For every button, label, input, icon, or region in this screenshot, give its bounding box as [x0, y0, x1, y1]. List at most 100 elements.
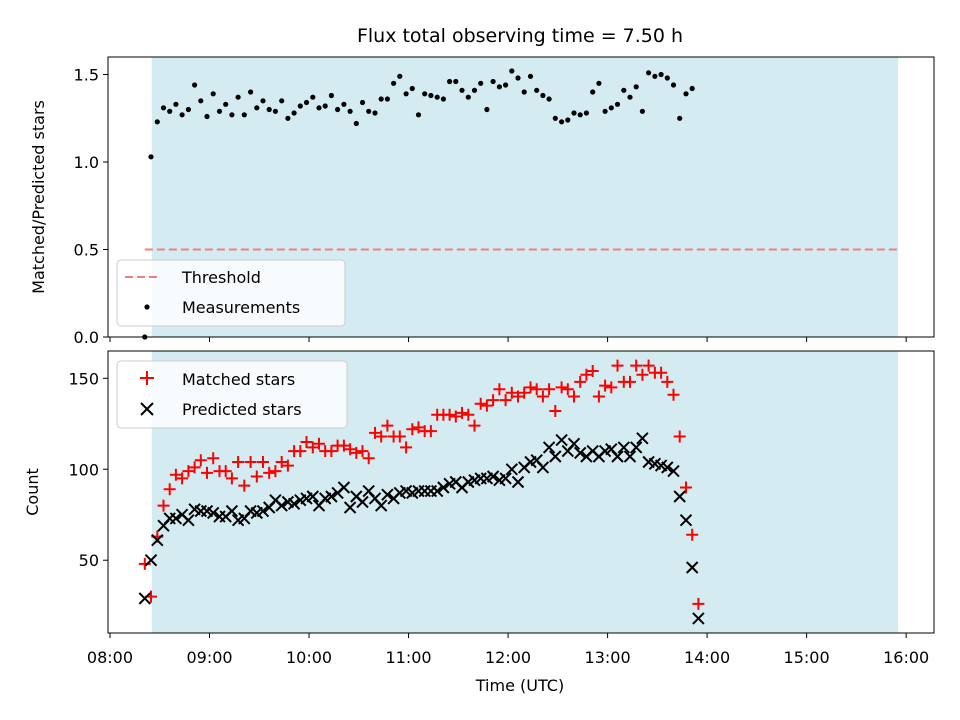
- matched-star-point: [667, 388, 680, 401]
- measurement-point: [540, 92, 546, 99]
- measurement-point: [552, 115, 558, 121]
- predicted-star-point: [138, 592, 152, 605]
- predicted-star-point: [623, 450, 637, 463]
- measurement-point: [241, 112, 247, 118]
- chart-title: Flux total observing time = 7.50 h: [357, 25, 683, 47]
- measurement-point: [614, 101, 621, 107]
- predicted-star-point: [611, 450, 624, 463]
- bottom-x-ticks: 08:00 09:00 10:00 11:00 12:00 13:00 14:00 15:00…: [87, 633, 929, 667]
- bottom-x-tick-label: 16:00: [883, 648, 929, 667]
- measurement-point: [279, 98, 285, 104]
- matched-star-point: [630, 359, 643, 372]
- matched-star-point: [611, 359, 624, 372]
- measurement-point: [546, 96, 552, 102]
- measurement-point: [397, 73, 403, 79]
- bottom-panel: 50 100 150 08:00 09:00 10:00 11:00 12:00 13:00 1…: [23, 350, 935, 695]
- measurement-point: [608, 105, 614, 111]
- matched-star-point: [555, 381, 568, 394]
- matched-star-point: [487, 394, 500, 407]
- predicted-star-point: [256, 504, 270, 518]
- matched-star-point: [449, 410, 462, 423]
- predicted-star-point: [511, 475, 525, 489]
- measurement-point: [627, 94, 633, 100]
- matched-star-point: [574, 375, 587, 388]
- matched-star-point: [536, 390, 549, 403]
- predicted-star-point: [555, 433, 568, 447]
- legend-threshold-label: Threshold: [181, 268, 261, 287]
- measurement-point: [210, 91, 216, 97]
- measurement-point: [341, 101, 347, 107]
- bottom-y-ticks: 50 100 150: [68, 369, 108, 570]
- x-axis-label: Time (UTC): [475, 676, 564, 695]
- bottom-x-tick-label: 13:00: [585, 648, 631, 667]
- measurement-point: [465, 94, 471, 100]
- measurement-point: [359, 99, 366, 106]
- measurement-point: [496, 84, 502, 90]
- predicted-star-point: [325, 490, 338, 503]
- bottom-y-axis-label: Count: [23, 468, 42, 516]
- measurement-point: [335, 106, 341, 113]
- measurement-point: [422, 91, 428, 97]
- measurement-point: [652, 73, 658, 79]
- matched-star-point: [642, 359, 655, 372]
- predicted-star-point: [679, 513, 693, 527]
- matched-star-point: [225, 472, 238, 485]
- measurement-point: [658, 71, 664, 78]
- measurement-point: [490, 78, 496, 85]
- predicted-star-point: [337, 481, 351, 494]
- top-axes-frame: [107, 56, 935, 338]
- predicted-stars-points: [138, 432, 705, 625]
- matched-star-point: [207, 452, 220, 465]
- measurement-point: [173, 101, 179, 107]
- matched-star-point: [244, 456, 257, 468]
- measurement-point: [148, 154, 154, 160]
- matched-star-point: [424, 425, 437, 438]
- predicted-star-point: [151, 533, 164, 547]
- measurement-point: [447, 78, 453, 85]
- predicted-star-point: [182, 513, 195, 527]
- matched-star-point: [238, 479, 251, 492]
- bottom-x-tick-label: 15:00: [784, 648, 830, 667]
- measurement-point: [670, 82, 677, 88]
- matched-star-point: [300, 436, 313, 448]
- measurement-point: [583, 110, 590, 116]
- measurement-point: [378, 96, 384, 102]
- legend-predicted-swatch: [140, 402, 154, 416]
- top-legend-box: [116, 259, 346, 327]
- matched-star-point: [499, 394, 512, 407]
- measurement-point: [285, 115, 291, 121]
- measurement-point: [229, 112, 235, 118]
- measurement-point: [521, 89, 527, 95]
- predicted-star-point: [505, 463, 519, 476]
- matched-star-point: [269, 465, 282, 478]
- measurement-point: [179, 112, 185, 118]
- matched-star-point: [263, 466, 276, 479]
- predicted-star-point: [567, 437, 581, 451]
- measurement-point: [415, 112, 422, 118]
- measurement-point: [254, 105, 260, 111]
- matched-star-point: [325, 445, 338, 458]
- measurement-point: [235, 94, 241, 100]
- predicted-star-point: [275, 499, 288, 512]
- measurement-point: [621, 87, 627, 93]
- measurement-point: [453, 78, 459, 85]
- measurement-point: [459, 87, 465, 93]
- matched-star-point: [468, 419, 481, 432]
- matched-star-point: [474, 397, 487, 410]
- matched-star-point: [692, 597, 705, 610]
- matched-star-point: [624, 375, 636, 388]
- predicted-star-point: [343, 501, 357, 514]
- matched-star-point: [530, 383, 543, 396]
- predicted-star-point: [356, 495, 369, 509]
- matched-star-point: [673, 430, 686, 443]
- bottom-axes-frame: [107, 350, 935, 634]
- measurement-point: [559, 119, 565, 125]
- measurement-point: [248, 89, 254, 95]
- predicted-star-point: [542, 441, 556, 454]
- predicted-star-point: [169, 512, 183, 525]
- matched-star-point: [443, 408, 456, 421]
- matched-star-point: [505, 386, 518, 399]
- measurement-point: [689, 85, 695, 92]
- matched-star-point: [182, 465, 195, 478]
